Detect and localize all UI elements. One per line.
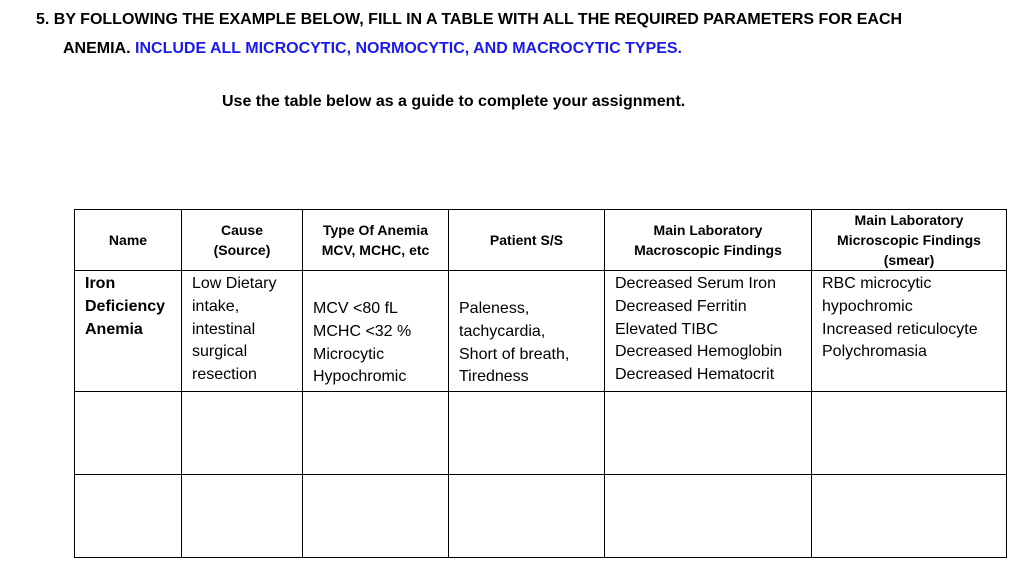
empty-cell[interactable] <box>74 474 182 559</box>
cell-line: hypochromic <box>822 297 913 315</box>
column-header: Type Of Anemia MCV, MCHC, etc <box>302 209 449 271</box>
cell-line: MCHC <32 % <box>313 322 412 340</box>
cell-line: Deficiency <box>85 297 166 315</box>
anemia-table: Name Cause (Source) Type Of Anemia MCV, MCHC… <box>74 209 1007 559</box>
empty-cell[interactable] <box>448 391 605 476</box>
empty-cell[interactable] <box>302 391 449 476</box>
cell-line: surgical <box>192 343 248 361</box>
empty-cell[interactable] <box>74 391 182 476</box>
cell-line: resection <box>192 366 257 384</box>
cell-line: (smear) <box>883 252 935 268</box>
cell-line: Patient S/S <box>489 232 564 248</box>
cell-line: Iron <box>85 275 116 292</box>
cell-line: Main Laboratory <box>854 212 964 228</box>
cell-line: MCV, MCHC, etc <box>321 242 430 258</box>
cell-line: Macroscopic Findings <box>634 242 782 258</box>
empty-cell[interactable] <box>181 474 303 559</box>
cell-line: Type Of Anemia <box>322 222 429 238</box>
cell-line: Name <box>108 232 148 248</box>
column-header: Name <box>74 209 182 271</box>
cell-line: Increased reticulocyte <box>822 320 978 338</box>
table-row <box>74 474 1007 559</box>
cell-line: tachycardia, <box>459 322 546 340</box>
table-row: Iron Deficiency Anemia Low Dietary intake, in… <box>74 269 1007 393</box>
macro-cell: Decreased Serum Iron Decreased Ferritin El… <box>604 269 812 393</box>
empty-cell[interactable] <box>811 474 1007 559</box>
type-cell: MCV <80 fL MCHC <32 % Microcytic Hypochromi… <box>302 269 449 393</box>
cell-line: RBC microcytic <box>822 275 932 292</box>
cell-line: intake, <box>192 297 240 315</box>
question-line2: ANEMIA. <box>63 40 131 57</box>
column-header: Main Laboratory Macroscopic Findings <box>604 209 812 271</box>
table-row <box>74 391 1007 476</box>
column-header: Patient S/S <box>448 209 605 271</box>
cell-line: Microcytic <box>313 345 385 363</box>
ss-cell: Paleness, tachycardia, Short of breath, Tir… <box>448 269 605 393</box>
empty-cell[interactable] <box>604 474 812 559</box>
cell-line: (Source) <box>213 242 271 258</box>
name-cell: Iron Deficiency Anemia <box>74 269 182 393</box>
cell-line: Hypochromic <box>313 368 407 386</box>
header-row: Name Cause (Source) Type Of Anemia MCV, MCHC… <box>74 209 1007 271</box>
cell-line: Main Laboratory <box>653 222 763 238</box>
cell-line: Polychromasia <box>822 343 927 361</box>
empty-cell[interactable] <box>604 391 812 476</box>
empty-cell[interactable] <box>302 474 449 559</box>
cell-line: Anemia <box>85 320 143 338</box>
column-header: Cause (Source) <box>181 209 303 271</box>
empty-cell[interactable] <box>181 391 303 476</box>
cause-cell: Low Dietary intake, intestinal surgical rese… <box>181 269 303 393</box>
cell-line: Decreased Ferritin <box>615 297 747 315</box>
cell-line: Decreased Serum Iron <box>615 275 776 292</box>
cell-line: intestinal <box>192 320 256 338</box>
cell-line: Cause <box>220 222 264 238</box>
cell-line: Tiredness <box>459 368 529 386</box>
question-instruction: INCLUDE ALL MICROCYTIC, NORMOCYTIC, AND … <box>135 40 682 57</box>
question-line1: 5. BY FOLLOWING THE EXAMPLE BELOW, FILL … <box>36 11 903 28</box>
empty-cell[interactable] <box>811 391 1007 476</box>
question-text: 5. BY FOLLOWING THE EXAMPLE BELOW, FILL … <box>36 5 1016 63</box>
cell-line: Elevated TIBC <box>615 320 718 338</box>
cell-line: Microscopic Findings <box>837 232 981 248</box>
empty-cell[interactable] <box>448 474 605 559</box>
cell-line: MCV <80 fL <box>313 300 398 317</box>
guide-text: Use the table below as a guide to comple… <box>222 93 686 110</box>
cell-line: Decreased Hematocrit <box>615 366 775 384</box>
cell-line: Low Dietary <box>192 275 277 292</box>
column-header: Main Laboratory Microscopic Findings (smea… <box>811 209 1007 271</box>
cell-line: Decreased Hemoglobin <box>615 343 783 361</box>
micro-cell: RBC microcytic hypochromic Increased retic… <box>811 269 1007 393</box>
cell-line: Paleness, <box>459 300 530 317</box>
cell-line: Short of breath, <box>459 345 570 363</box>
